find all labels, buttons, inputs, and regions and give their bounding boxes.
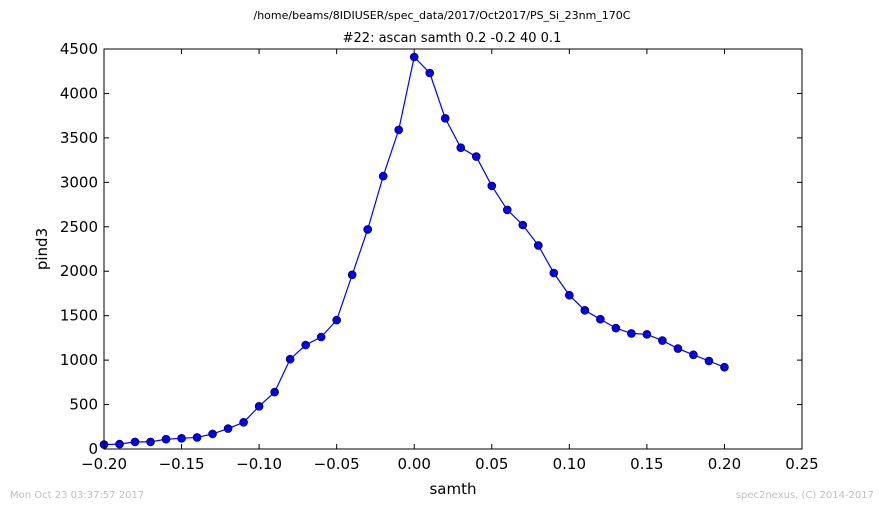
data-point <box>223 424 233 433</box>
data-point <box>239 418 248 427</box>
y-tick-label: 1000 <box>60 351 98 369</box>
data-point <box>673 344 683 353</box>
plot-area <box>104 49 802 449</box>
y-tick-label: 3500 <box>60 129 98 147</box>
data-point <box>394 125 404 135</box>
data-point <box>720 362 729 372</box>
y-tick-label: 500 <box>69 396 98 414</box>
x-tick-label: −0.20 <box>81 455 127 473</box>
data-point <box>177 434 186 443</box>
y-tick-label: 2500 <box>60 218 98 236</box>
x-tick-label: 0.25 <box>785 455 818 473</box>
data-point <box>270 387 279 397</box>
data-point <box>534 241 543 250</box>
data-point <box>549 268 559 278</box>
data-point <box>596 314 605 324</box>
y-axis-label: pind3 <box>33 228 51 270</box>
data-point <box>518 220 528 230</box>
x-tick-label: 0.00 <box>398 455 431 473</box>
footer-credit: spec2nexus, (C) 2014-2017 <box>736 490 874 501</box>
data-point <box>208 429 217 439</box>
data-point <box>146 437 155 447</box>
data-point <box>316 332 326 342</box>
data-point <box>580 306 590 315</box>
x-tick-label: 0.05 <box>475 455 508 473</box>
data-point <box>332 315 341 325</box>
x-axis-label: samth <box>429 480 476 498</box>
data-point <box>440 114 450 123</box>
x-tick-label: −0.10 <box>236 455 282 473</box>
data-point <box>130 437 140 447</box>
data-point <box>378 171 388 181</box>
data-point <box>502 205 512 215</box>
y-tick-label: 2000 <box>60 262 98 280</box>
data-point <box>611 323 621 333</box>
data-point <box>658 336 667 345</box>
data-point <box>347 270 357 280</box>
y-tick-label: 1500 <box>60 307 98 325</box>
y-tick-label: 4000 <box>60 84 98 102</box>
data-point <box>456 143 466 152</box>
y-tick-label: 4500 <box>60 40 98 58</box>
series-layer <box>99 52 729 449</box>
data-point <box>115 439 124 449</box>
y-tick-label: 3000 <box>60 173 98 191</box>
plot-frame <box>103 48 803 450</box>
data-point <box>363 225 372 234</box>
data-point <box>161 434 171 444</box>
footer-timestamp: Mon Oct 23 03:37:57 2017 <box>10 490 144 501</box>
data-point <box>301 340 310 350</box>
x-tick-label: −0.05 <box>314 455 360 473</box>
chart-title: #22: ascan samth 0.2 -0.2 40 0.1 <box>343 31 562 46</box>
data-point <box>409 52 419 62</box>
x-tick-label: 0.15 <box>630 455 663 473</box>
data-point <box>285 354 295 364</box>
data-point <box>704 356 714 366</box>
axis-ticks: −0.20 −0.15 −0.10 −0.05 0.00 0.05 0.10 0.15 0.20… <box>60 40 819 473</box>
data-point <box>471 152 481 161</box>
data-point <box>565 290 574 300</box>
y-tick-label: 0 <box>88 440 98 458</box>
data-point <box>642 330 652 339</box>
data-point <box>689 350 698 360</box>
data-point <box>254 402 264 411</box>
data-point <box>487 181 497 191</box>
x-tick-label: 0.10 <box>553 455 586 473</box>
x-tick-label: −0.15 <box>159 455 205 473</box>
data-point <box>192 433 202 442</box>
data-point <box>627 329 636 338</box>
chart-suptitle: /home/beams/8IDIUSER/spec_data/2017/Oct2… <box>254 9 631 22</box>
x-tick-label: 0.20 <box>708 455 741 473</box>
data-point <box>425 68 435 78</box>
